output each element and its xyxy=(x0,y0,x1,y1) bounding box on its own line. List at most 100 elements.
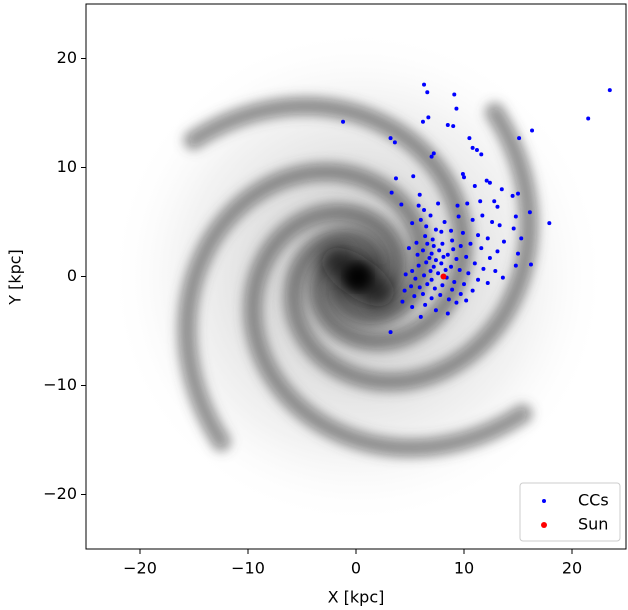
core xyxy=(346,265,370,289)
point xyxy=(513,214,518,219)
point xyxy=(454,106,459,111)
point xyxy=(499,187,504,192)
point xyxy=(388,136,393,141)
point xyxy=(470,217,475,222)
point xyxy=(439,229,444,234)
point xyxy=(495,204,500,209)
point xyxy=(500,275,505,280)
point xyxy=(519,236,524,241)
point xyxy=(341,119,346,124)
galaxy-image xyxy=(108,27,608,527)
point xyxy=(430,237,435,242)
x-tick-label: 10 xyxy=(454,559,474,578)
point xyxy=(527,210,532,215)
spiral-arm-core xyxy=(249,209,526,451)
point xyxy=(429,251,434,256)
x-tick-label: −10 xyxy=(231,559,265,578)
point xyxy=(492,199,497,204)
point xyxy=(485,236,490,241)
point xyxy=(493,269,498,274)
point xyxy=(388,330,393,335)
point xyxy=(476,233,481,238)
point xyxy=(445,252,450,257)
point xyxy=(472,184,477,189)
legend-label: CCs xyxy=(578,491,609,510)
point xyxy=(427,255,432,260)
point xyxy=(441,254,446,259)
point xyxy=(410,305,415,310)
y-tick-label: 0 xyxy=(67,266,77,285)
point xyxy=(440,273,447,280)
point xyxy=(410,221,415,226)
point xyxy=(406,246,411,251)
point xyxy=(420,291,425,296)
point xyxy=(415,252,420,257)
point xyxy=(472,261,477,266)
point xyxy=(423,302,428,307)
point xyxy=(433,258,438,263)
spiral-arm-core xyxy=(290,109,532,386)
point xyxy=(424,224,429,229)
point xyxy=(424,260,429,265)
point xyxy=(417,285,422,290)
point xyxy=(487,255,492,260)
point xyxy=(433,227,438,232)
point xyxy=(438,293,443,298)
point xyxy=(402,288,407,293)
point xyxy=(465,201,470,206)
point xyxy=(392,140,397,145)
point xyxy=(481,266,486,271)
point xyxy=(413,276,418,281)
point xyxy=(530,128,535,133)
point xyxy=(510,193,515,198)
point xyxy=(428,269,433,274)
point xyxy=(454,300,459,305)
y-tick-label: 10 xyxy=(57,157,77,176)
point xyxy=(389,190,394,195)
point xyxy=(516,251,520,256)
point xyxy=(437,248,442,253)
point xyxy=(439,261,444,266)
point xyxy=(586,116,591,121)
point xyxy=(466,271,471,276)
point xyxy=(460,230,465,235)
point xyxy=(423,234,428,239)
point xyxy=(412,294,417,299)
point xyxy=(547,221,552,226)
point xyxy=(476,277,481,282)
point xyxy=(418,217,423,222)
point xyxy=(451,124,456,129)
point xyxy=(516,191,520,196)
point xyxy=(417,192,422,197)
point xyxy=(431,243,436,248)
point xyxy=(428,213,433,218)
point xyxy=(485,281,490,286)
point xyxy=(458,243,463,248)
point xyxy=(403,272,408,277)
x-tick-label: 20 xyxy=(562,559,582,578)
point xyxy=(487,180,492,185)
point xyxy=(474,148,479,153)
point xyxy=(454,257,459,262)
point xyxy=(440,283,445,288)
y-tick-label: −20 xyxy=(43,484,77,503)
point xyxy=(425,241,430,246)
point xyxy=(420,248,425,253)
point xyxy=(450,287,455,292)
point xyxy=(451,247,456,252)
point xyxy=(422,82,427,87)
point xyxy=(478,199,483,204)
point xyxy=(497,223,502,228)
legend-marker xyxy=(542,499,546,503)
point xyxy=(446,297,451,302)
point xyxy=(449,228,454,233)
point xyxy=(479,152,484,157)
data-points xyxy=(341,82,612,335)
point xyxy=(409,284,414,289)
point xyxy=(513,263,518,268)
point xyxy=(442,220,447,224)
point xyxy=(410,269,415,274)
point xyxy=(467,136,472,141)
point xyxy=(436,201,441,206)
